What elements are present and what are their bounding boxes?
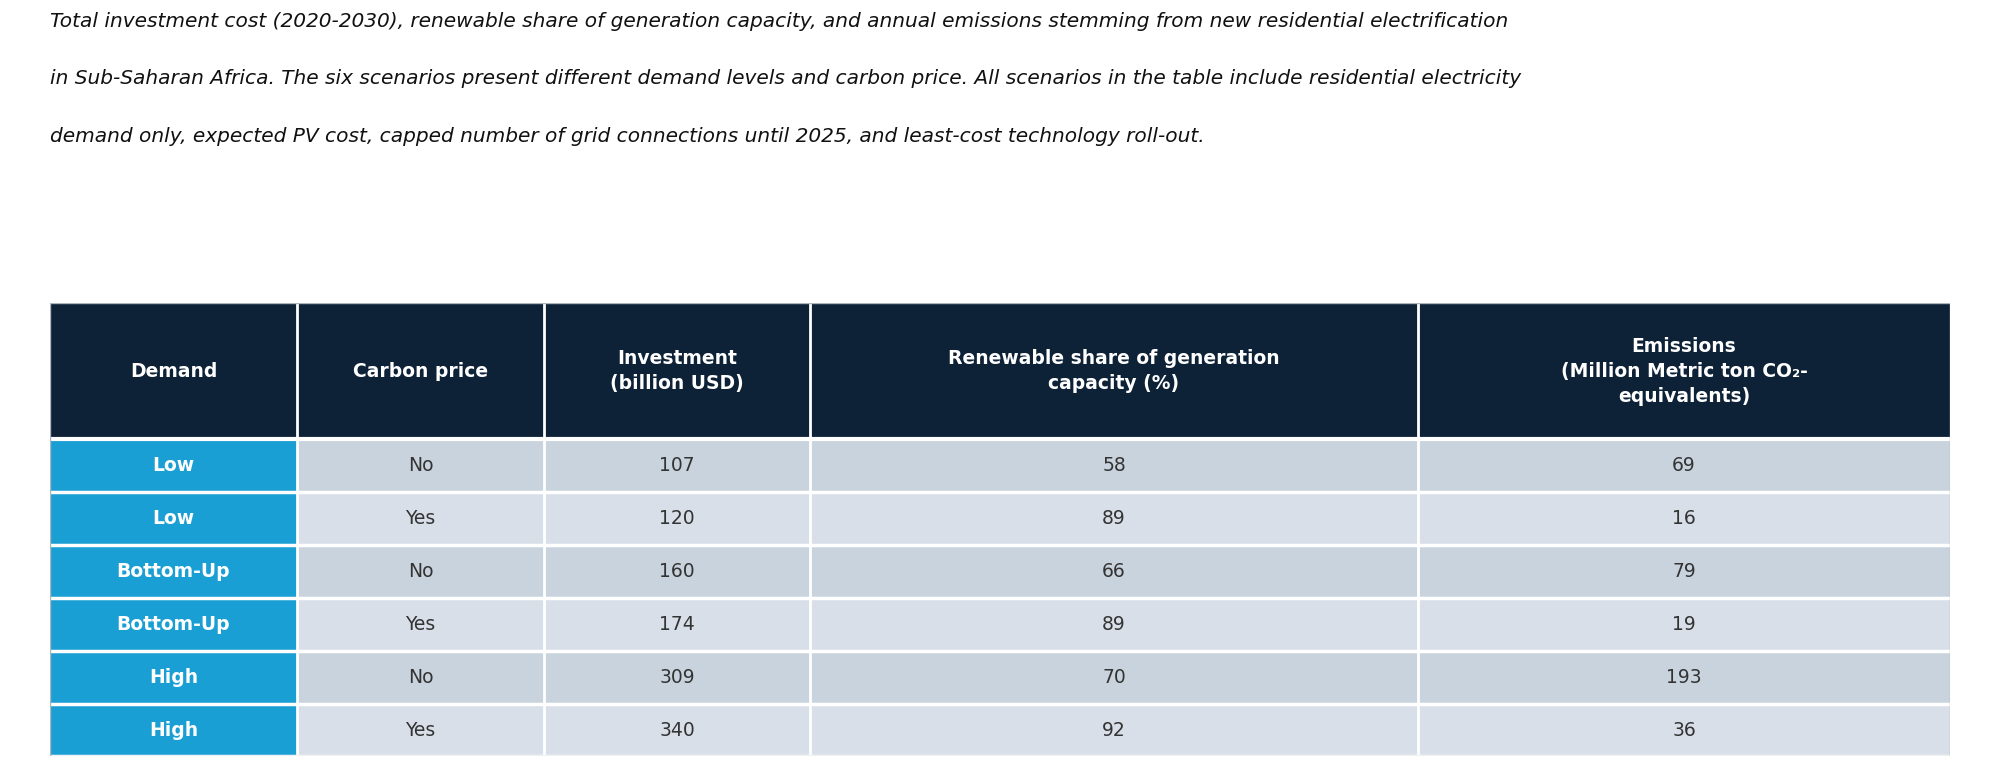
Bar: [544, 703, 810, 756]
Text: 160: 160: [660, 562, 694, 581]
Bar: [544, 650, 810, 703]
Bar: [296, 650, 544, 703]
Bar: [810, 703, 1418, 756]
Text: Bottom-Up: Bottom-Up: [116, 562, 230, 581]
Text: No: No: [408, 667, 434, 687]
Text: Emissions
(Million Metric ton CO₂-
equivalents): Emissions (Million Metric ton CO₂- equiv…: [1560, 337, 1808, 406]
Text: 89: 89: [1102, 615, 1126, 634]
Bar: [296, 703, 544, 756]
Text: 107: 107: [660, 456, 694, 475]
Text: No: No: [408, 456, 434, 475]
Bar: [810, 598, 1418, 650]
Bar: [296, 545, 544, 598]
Bar: [544, 545, 810, 598]
Bar: [296, 492, 544, 545]
Text: Bottom-Up: Bottom-Up: [116, 615, 230, 634]
Text: High: High: [148, 720, 198, 740]
Text: 19: 19: [1672, 615, 1696, 634]
Bar: [50, 650, 296, 703]
Bar: [544, 598, 810, 650]
Bar: [50, 703, 296, 756]
Bar: [50, 439, 296, 492]
Text: Low: Low: [152, 456, 194, 475]
Text: Low: Low: [152, 509, 194, 528]
Text: 79: 79: [1672, 562, 1696, 581]
Bar: [1418, 303, 1950, 439]
Bar: [1418, 703, 1950, 756]
Text: Renewable share of generation
capacity (%): Renewable share of generation capacity (…: [948, 349, 1280, 393]
Bar: [810, 439, 1418, 492]
Bar: [50, 598, 296, 650]
Bar: [544, 439, 810, 492]
Bar: [50, 303, 296, 439]
Bar: [1418, 650, 1950, 703]
Text: Carbon price: Carbon price: [352, 362, 488, 381]
Text: 66: 66: [1102, 562, 1126, 581]
Text: in Sub-Saharan Africa. The six scenarios present different demand levels and car: in Sub-Saharan Africa. The six scenarios…: [50, 69, 1522, 88]
Bar: [810, 545, 1418, 598]
Bar: [810, 492, 1418, 545]
Text: Yes: Yes: [406, 509, 436, 528]
Text: 174: 174: [660, 615, 694, 634]
Bar: [1418, 545, 1950, 598]
Bar: [544, 492, 810, 545]
Text: 340: 340: [660, 720, 694, 740]
Text: 309: 309: [660, 667, 694, 687]
Bar: [50, 545, 296, 598]
Bar: [810, 303, 1418, 439]
Text: 92: 92: [1102, 720, 1126, 740]
Text: High: High: [148, 667, 198, 687]
Bar: [296, 303, 544, 439]
Text: 58: 58: [1102, 456, 1126, 475]
Text: demand only, expected PV cost, capped number of grid connections until 2025, and: demand only, expected PV cost, capped nu…: [50, 127, 1204, 146]
Text: 16: 16: [1672, 509, 1696, 528]
Text: Demand: Demand: [130, 362, 218, 381]
Bar: [1418, 439, 1950, 492]
Text: Yes: Yes: [406, 615, 436, 634]
Text: 69: 69: [1672, 456, 1696, 475]
Text: Investment
(billion USD): Investment (billion USD): [610, 349, 744, 393]
Text: 70: 70: [1102, 667, 1126, 687]
Bar: [296, 439, 544, 492]
Text: Yes: Yes: [406, 720, 436, 740]
Bar: [1418, 492, 1950, 545]
Bar: [544, 303, 810, 439]
Text: 120: 120: [660, 509, 694, 528]
Text: 36: 36: [1672, 720, 1696, 740]
Text: No: No: [408, 562, 434, 581]
Text: 193: 193: [1666, 667, 1702, 687]
Bar: [1418, 598, 1950, 650]
Text: Total investment cost (2020-2030), renewable share of generation capacity, and a: Total investment cost (2020-2030), renew…: [50, 12, 1508, 31]
Bar: [296, 598, 544, 650]
Bar: [810, 650, 1418, 703]
Text: 89: 89: [1102, 509, 1126, 528]
Bar: [50, 492, 296, 545]
